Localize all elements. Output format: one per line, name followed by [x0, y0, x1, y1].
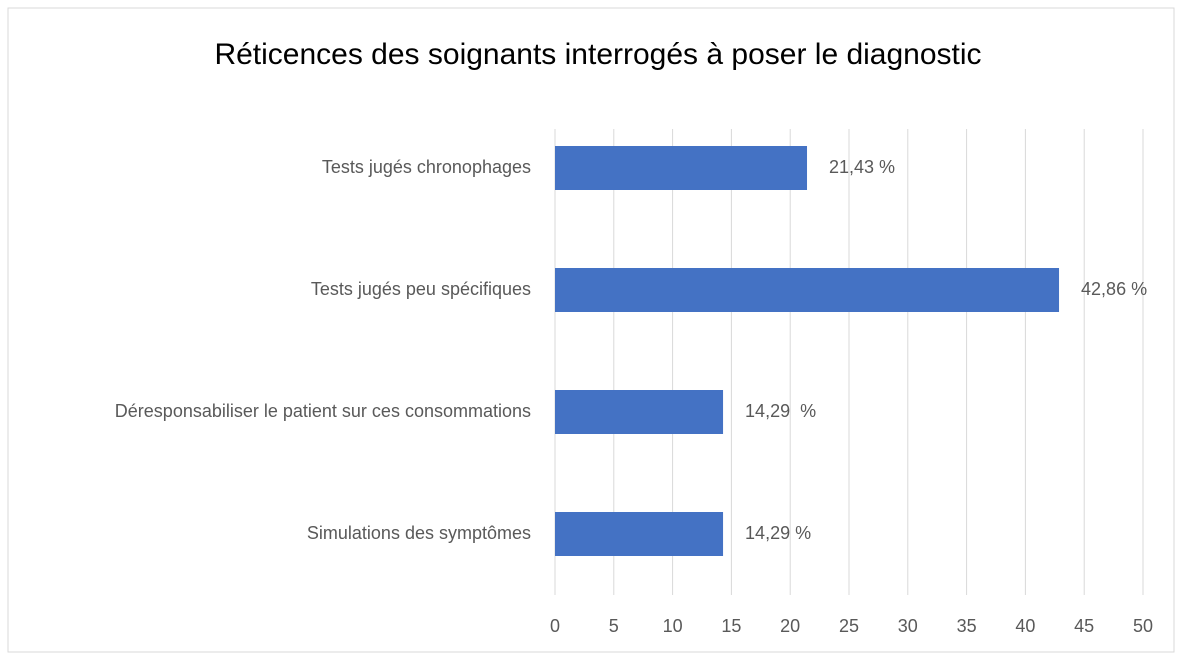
- x-tick-label: 40: [1015, 616, 1035, 636]
- value-label: 14,29 %: [745, 401, 816, 421]
- value-label: 21,43 %: [829, 157, 895, 177]
- bar: [555, 146, 808, 190]
- y-tick-label: Simulations des symptômes: [307, 523, 531, 543]
- x-tick-label: 35: [957, 616, 977, 636]
- x-tick-label: 30: [898, 616, 918, 636]
- x-tick-label: 25: [839, 616, 859, 636]
- value-label: 14,29 %: [745, 523, 811, 543]
- chart-title: Réticences des soignants interrogés à po…: [214, 38, 981, 71]
- y-tick-label: Tests jugés peu spécifiques: [311, 279, 531, 299]
- x-tick-label: 0: [550, 616, 560, 636]
- x-tick-label: 10: [663, 616, 683, 636]
- x-tick-label: 20: [780, 616, 800, 636]
- bar: [555, 390, 724, 434]
- y-tick-label: Déresponsabiliser le patient sur ces con…: [115, 401, 531, 421]
- bar: [555, 268, 1060, 312]
- x-tick-label: 50: [1133, 616, 1153, 636]
- value-label: 42,86 %: [1081, 279, 1147, 299]
- y-tick-label: Tests jugés chronophages: [322, 157, 531, 177]
- x-tick-label: 45: [1074, 616, 1094, 636]
- x-tick-label: 15: [721, 616, 741, 636]
- bar: [555, 512, 724, 556]
- x-tick-label: 5: [609, 616, 619, 636]
